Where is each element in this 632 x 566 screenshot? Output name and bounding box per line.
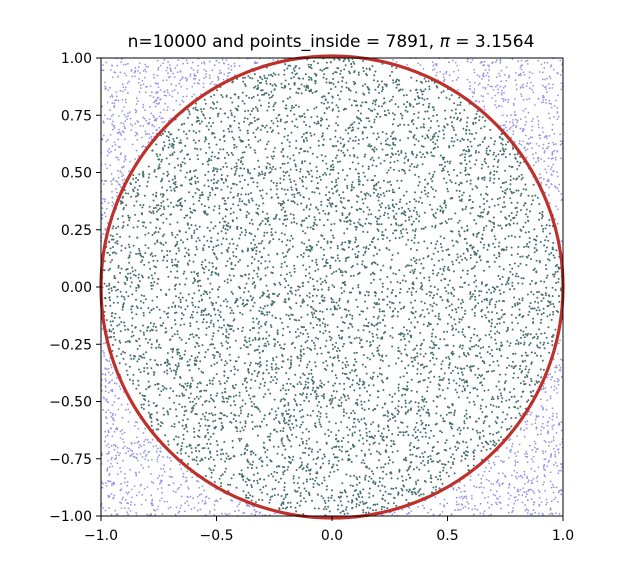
chart-title-prefix: n=10000 and points_inside = 7891, [128, 32, 440, 52]
x-tick-label: 0.0 [321, 528, 343, 544]
y-tick-label: 0.00 [61, 280, 92, 296]
chart-title: n=10000 and points_inside = 7891, π = 3.… [128, 32, 535, 52]
chart-title-pi: π [440, 32, 451, 52]
inside-points-path [100, 57, 564, 517]
y-tick-label: 0.25 [61, 223, 92, 239]
x-tick-label: 0.5 [436, 528, 458, 544]
y-tick-label: 1.00 [61, 51, 92, 67]
inside-points [100, 57, 564, 517]
y-tick-label: −0.75 [49, 452, 92, 468]
y-tick-label: −0.50 [49, 395, 92, 411]
y-tick-label: 0.75 [61, 108, 92, 124]
chart-title-suffix: = 3.1564 [450, 32, 535, 52]
scatter-points [100, 57, 564, 517]
x-tick-label: −1.0 [84, 528, 118, 544]
x-tick-label: 1.0 [552, 528, 574, 544]
y-tick-label: −0.25 [49, 337, 92, 353]
y-axis: 1.00 0.75 0.50 0.25 0.00 −0.25 −0.50 −0.75 −1.00 [49, 51, 101, 525]
y-tick-label: 0.50 [61, 166, 92, 182]
x-axis: −1.0 −0.5 0.0 0.5 1.0 [84, 516, 574, 544]
x-tick-label: −0.5 [200, 528, 234, 544]
y-tick-label: −1.00 [49, 509, 92, 525]
